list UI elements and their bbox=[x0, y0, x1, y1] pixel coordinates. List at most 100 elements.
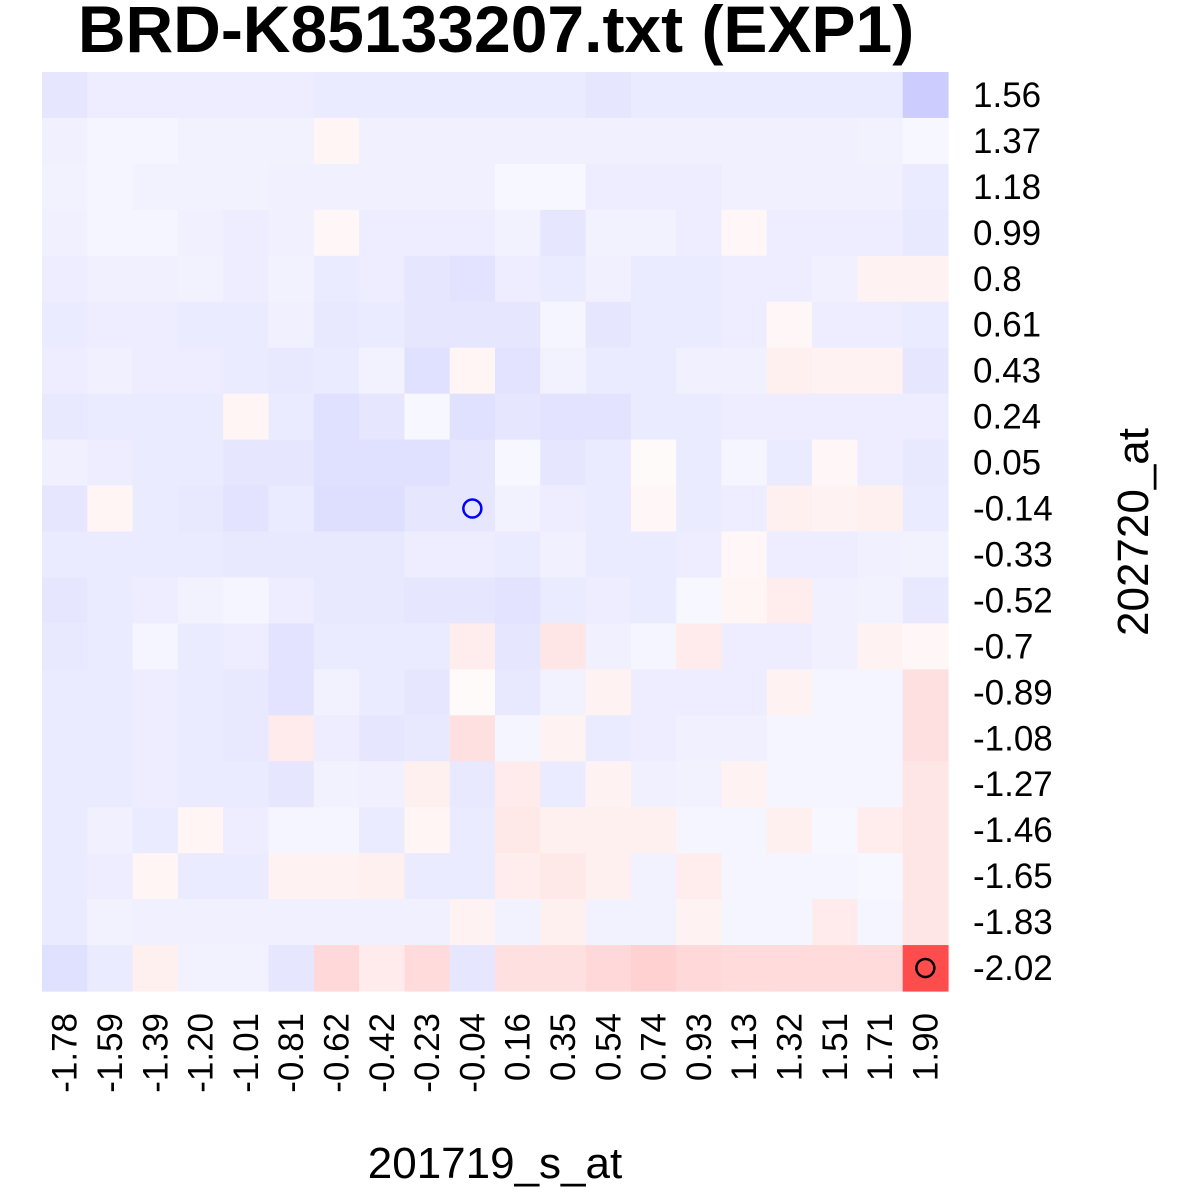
heatmap-cell-r19-c15 bbox=[721, 945, 768, 992]
heatmap-cell-r16-c5 bbox=[268, 807, 315, 854]
heatmap-cell-r11-c2 bbox=[132, 577, 179, 624]
heatmap-cell-r15-c8 bbox=[404, 761, 451, 808]
heatmap-cell-r7-c4 bbox=[223, 393, 270, 441]
heatmap-cell-r7-c8 bbox=[404, 393, 451, 441]
heatmap-cell-r5-c16 bbox=[766, 301, 813, 349]
heatmap-cell-r3-c3 bbox=[177, 209, 224, 257]
heatmap-cell-r16-c18 bbox=[857, 807, 904, 854]
heatmap-cell-r8-c18 bbox=[857, 439, 904, 487]
heatmap-cell-r5-c7 bbox=[359, 301, 405, 349]
heatmap-cell-r14-c10 bbox=[495, 715, 541, 762]
heatmap-cell-r6-c16 bbox=[766, 347, 813, 395]
heatmap-cell-r0-c18 bbox=[857, 72, 904, 119]
heatmap-cell-r4-c13 bbox=[630, 255, 677, 303]
heatmap-cell-r6-c17 bbox=[812, 347, 858, 395]
heatmap-cell-r3-c15 bbox=[721, 209, 768, 257]
heatmap-cell-r13-c13 bbox=[630, 669, 677, 716]
heatmap-cell-r6-c13 bbox=[630, 347, 677, 395]
heatmap-cell-r7-c15 bbox=[721, 393, 768, 441]
heatmap-cell-r19-c7 bbox=[359, 945, 405, 992]
heatmap-cell-r3-c6 bbox=[313, 209, 360, 257]
heatmap-cell-r2-c11 bbox=[540, 163, 587, 211]
heatmap-cell-r12-c10 bbox=[495, 623, 541, 670]
heatmap-cell-r1-c3 bbox=[177, 117, 224, 165]
heatmap-cell-r19-c14 bbox=[676, 945, 723, 992]
heatmap-cell-r6-c9 bbox=[449, 347, 496, 395]
heatmap-cell-r0-c12 bbox=[585, 72, 632, 119]
heatmap-cell-r15-c11 bbox=[540, 761, 587, 808]
heatmap-cell-r8-c15 bbox=[721, 439, 768, 487]
heatmap-cell-r8-c0 bbox=[42, 439, 88, 487]
heatmap-cell-r15-c15 bbox=[721, 761, 768, 808]
heatmap-cell-r8-c6 bbox=[313, 439, 360, 487]
heatmap-cell-r13-c5 bbox=[268, 669, 315, 716]
x-tick-label: -0.81 bbox=[272, 1013, 311, 1093]
heatmap-cell-r11-c8 bbox=[404, 577, 451, 624]
heatmap-cell-r7-c14 bbox=[676, 393, 723, 441]
heatmap-cell-r18-c4 bbox=[223, 899, 270, 946]
heatmap-cell-r5-c18 bbox=[857, 301, 904, 349]
heatmap-cell-r8-c9 bbox=[449, 439, 496, 487]
heatmap-cell-r12-c15 bbox=[721, 623, 768, 670]
heatmap-cell-r8-c16 bbox=[766, 439, 813, 487]
heatmap-cell-r12-c13 bbox=[630, 623, 677, 670]
x-tick-label: -1.20 bbox=[182, 1013, 221, 1093]
heatmap-cell-r15-c1 bbox=[87, 761, 134, 808]
x-tick-label: -0.62 bbox=[317, 1013, 356, 1093]
heatmap-cell-r6-c15 bbox=[721, 347, 768, 395]
x-tick-label: 1.71 bbox=[861, 1013, 900, 1081]
heatmap-cell-r16-c11 bbox=[540, 807, 587, 854]
heatmap-cell-r3-c16 bbox=[766, 209, 813, 257]
heatmap-cell-r0-c14 bbox=[676, 72, 723, 119]
heatmap-cell-r19-c6 bbox=[313, 945, 360, 992]
heatmap-cell-r2-c7 bbox=[359, 163, 405, 211]
heatmap-cell-r18-c7 bbox=[359, 899, 405, 946]
heatmap-cell-r11-c13 bbox=[630, 577, 677, 624]
heatmap-cell-r9-c13 bbox=[630, 485, 677, 533]
heatmap-cell-r19-c11 bbox=[540, 945, 587, 992]
heatmap-cell-r12-c16 bbox=[766, 623, 813, 670]
heatmap-cell-r13-c4 bbox=[223, 669, 270, 716]
heatmap-cell-r9-c8 bbox=[404, 485, 451, 533]
heatmap-cell-r19-c13 bbox=[630, 945, 677, 992]
heatmap-cell-r10-c9 bbox=[449, 531, 496, 579]
heatmap-cell-r15-c18 bbox=[857, 761, 904, 808]
heatmap-cell-r6-c10 bbox=[495, 347, 541, 395]
heatmap-cell-r14-c2 bbox=[132, 715, 179, 762]
heatmap-cell-r8-c4 bbox=[223, 439, 270, 487]
heatmap-cell-r18-c13 bbox=[630, 899, 677, 946]
heatmap-cell-r7-c18 bbox=[857, 393, 904, 441]
heatmap-cell-r0-c15 bbox=[721, 72, 768, 119]
heatmap-cell-r17-c9 bbox=[449, 853, 496, 900]
heatmap-cell-r17-c17 bbox=[812, 853, 858, 900]
heatmap-cell-r8-c19 bbox=[902, 439, 949, 487]
heatmap-cell-r1-c1 bbox=[87, 117, 134, 165]
heatmap-cell-r1-c17 bbox=[812, 117, 858, 165]
heatmap-cell-r4-c12 bbox=[585, 255, 632, 303]
heatmap-cell-r5-c11 bbox=[540, 301, 587, 349]
heatmap-cell-r17-c0 bbox=[42, 853, 88, 900]
heatmap-cell-r13-c1 bbox=[87, 669, 134, 716]
heatmap-cell-r9-c14 bbox=[676, 485, 723, 533]
y-tick-label: 0.61 bbox=[973, 306, 1041, 345]
heatmap-cell-r16-c6 bbox=[313, 807, 360, 854]
heatmap-cell-r0-c1 bbox=[87, 72, 134, 119]
heatmap-cell-r4-c17 bbox=[812, 255, 858, 303]
heatmap-cell-r4-c0 bbox=[42, 255, 88, 303]
heatmap-cell-r18-c9 bbox=[449, 899, 496, 946]
heatmap-cell-r11-c10 bbox=[495, 577, 541, 624]
heatmap-cell-r0-c4 bbox=[223, 72, 270, 119]
heatmap-cell-r14-c11 bbox=[540, 715, 587, 762]
heatmap-cell-r14-c18 bbox=[857, 715, 904, 762]
x-tick-label: 0.35 bbox=[544, 1013, 583, 1081]
heatmap-cell-r2-c3 bbox=[177, 163, 224, 211]
heatmap-cell-r13-c7 bbox=[359, 669, 405, 716]
heatmap-cell-r9-c3 bbox=[177, 485, 224, 533]
x-tick-label: -1.78 bbox=[46, 1013, 85, 1093]
heatmap-cell-r18-c6 bbox=[313, 899, 360, 946]
heatmap-cell-r10-c3 bbox=[177, 531, 224, 579]
heatmap-cell-r14-c13 bbox=[630, 715, 677, 762]
heatmap-cell-r2-c12 bbox=[585, 163, 632, 211]
x-tick-label: 0.93 bbox=[680, 1013, 719, 1081]
heatmap-cell-r2-c14 bbox=[676, 163, 723, 211]
